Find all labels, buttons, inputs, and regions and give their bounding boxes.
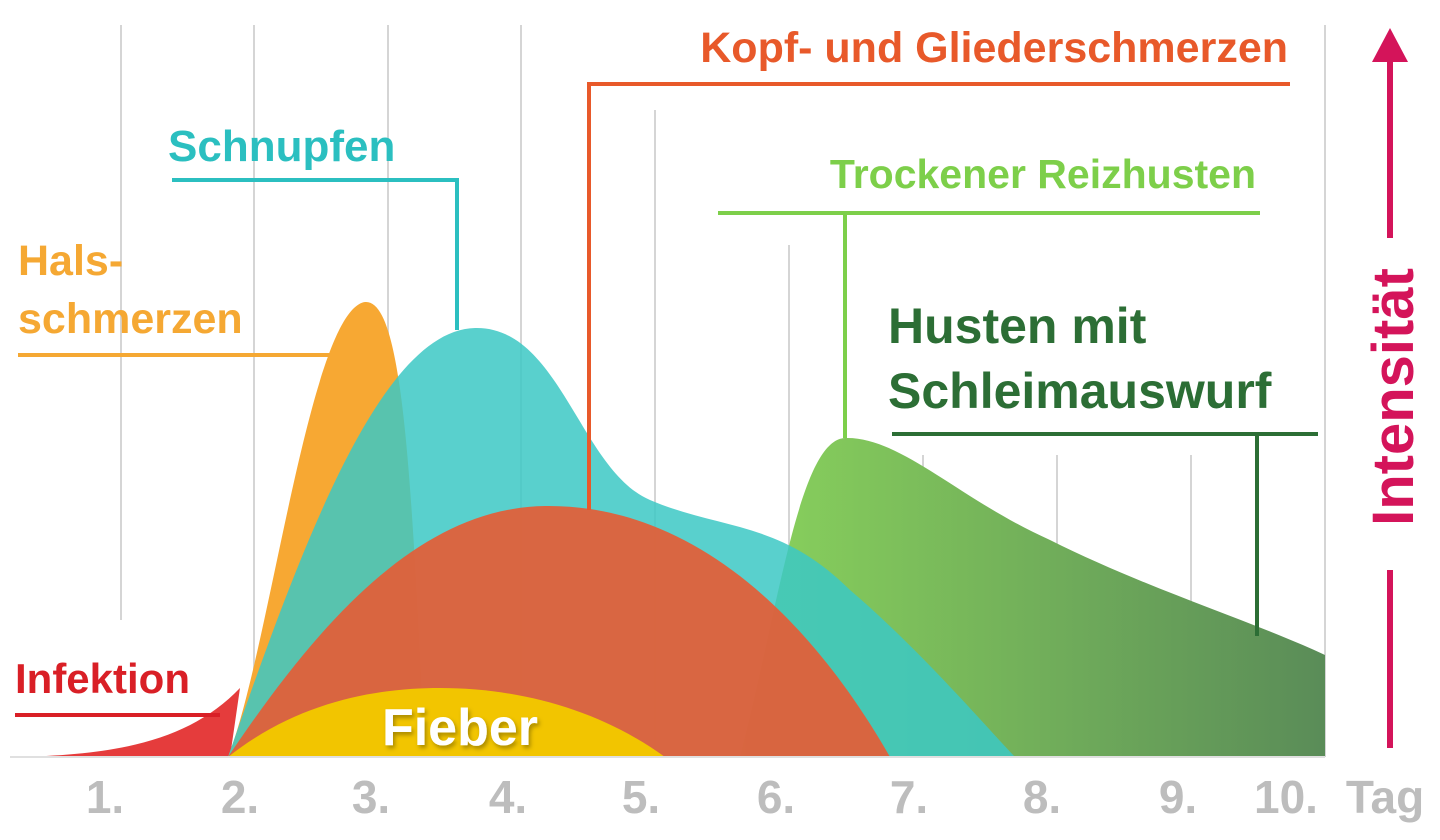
- x-tick-label: 3.: [352, 771, 390, 823]
- kopf-leader: [587, 82, 1290, 510]
- labels: Infektion Fieber Hals- schmerzen Schnupf…: [15, 24, 1288, 757]
- fieber-area-top: [228, 688, 665, 757]
- y-axis-label: Intensität: [1361, 268, 1426, 526]
- label: Schnupfen: [168, 122, 395, 171]
- label: Fieber: [382, 699, 538, 757]
- label: Trockener Reizhusten: [830, 151, 1256, 197]
- y-axis: Intensität: [1361, 28, 1426, 748]
- curves: [10, 301, 1325, 758]
- schnupfen-leader: [172, 178, 459, 330]
- label: schmerzen: [18, 295, 243, 343]
- x-tick-label: 5.: [622, 771, 660, 823]
- x-tick-label: 10.: [1254, 771, 1318, 823]
- label: Kopf- und Gliederschmerzen: [700, 24, 1288, 72]
- label: Hals-: [18, 237, 123, 285]
- x-axis-unit: Tag: [1346, 771, 1424, 823]
- x-axis: 1. 2. 3. 4. 5. 6. 7. 8. 9. 10. Tag: [86, 771, 1424, 823]
- leaders: [15, 82, 1318, 717]
- x-tick-label: 9.: [1159, 771, 1197, 823]
- label: Husten mit: [888, 298, 1147, 354]
- infektion-area: [15, 688, 240, 757]
- x-tick-label: 6.: [757, 771, 795, 823]
- x-tick-label: 1.: [86, 771, 124, 823]
- x-tick-label: 7.: [890, 771, 928, 823]
- axis-arrow: [1372, 28, 1408, 62]
- x-tick-label: 2.: [221, 771, 259, 823]
- x-tick-label: 4.: [489, 771, 527, 823]
- label: Infektion: [15, 655, 190, 702]
- label: Schleimauswurf: [888, 363, 1272, 419]
- x-tick-label: 8.: [1023, 771, 1061, 823]
